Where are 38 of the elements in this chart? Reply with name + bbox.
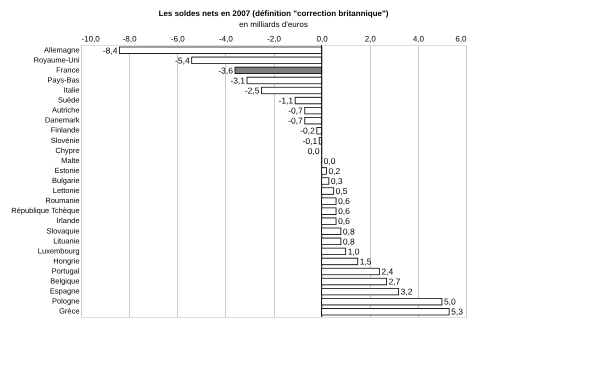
data-label: -2,5 [244,86,260,96]
chart-subtitle: en milliards d'euros [239,20,308,29]
data-label: -0,7 [288,106,304,116]
data-label: -0,1 [302,136,318,146]
x-tick-label: 6,0 [455,34,468,44]
data-label: 0,6 [338,196,350,206]
data-label: -5,4 [175,55,190,66]
data-label: 0,5 [336,186,348,196]
x-tick-label: 0,0 [316,34,328,44]
x-tick-label: -6,0 [170,34,186,44]
x-tick-label: -10,0 [82,34,100,44]
data-label: 0,6 [338,216,350,226]
x-tick-label: -2,0 [267,34,282,44]
data-label: -8,4 [102,45,118,56]
data-label: 0,6 [338,206,350,216]
x-tick-label: -8,0 [122,34,138,44]
data-label: 0,3 [330,176,343,186]
x-tick-label: -4,0 [218,34,234,44]
data-label: 0,0 [324,156,336,166]
data-label: 0,0 [308,146,320,156]
data-label: -1,1 [278,96,294,106]
data-label: 3,2 [400,286,413,297]
data-label: -3,1 [230,75,246,86]
data-label: 0,8 [342,226,355,236]
data-label: 0,2 [328,166,341,176]
data-label: 1,0 [348,246,360,256]
data-label: 1,5 [360,256,372,266]
chart-title: Les soldes nets en 2007 (définition "correction britannique") [158,9,389,18]
data-label: 5,0 [444,296,456,307]
x-tick-label: 2,0 [364,34,376,44]
data-label: 5,3 [451,306,464,317]
data-label: 2,4 [381,266,394,276]
data-label: 0,8 [342,236,355,246]
data-label: 2,7 [388,276,401,287]
data-label: -0,7 [288,116,304,126]
data-label: -0,2 [300,126,316,136]
data-label: -3,6 [218,65,234,76]
x-tick-label: 4,0 [412,34,424,44]
